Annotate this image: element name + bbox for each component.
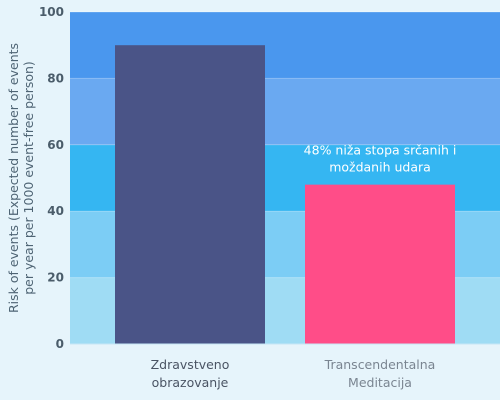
y-tick-label: 0 — [56, 337, 64, 351]
y-tick-label: 20 — [47, 271, 64, 285]
y-tick-label: 60 — [47, 138, 64, 152]
bar-annotation-line: moždanih udara — [329, 160, 431, 175]
x-category-label: Transcendentalna Meditacija — [324, 357, 436, 390]
x-category-label-line: Transcendentalna — [324, 357, 436, 372]
bar-annotation: 48% niža stopa srčanih i moždanih udara — [304, 143, 457, 175]
x-category-label-line: obrazovanje — [152, 375, 229, 390]
y-tick-label: 40 — [47, 204, 64, 218]
bar-2 — [305, 184, 455, 344]
y-tick-label: 80 — [47, 71, 64, 85]
x-category-label-line: Zdravstveno — [151, 357, 230, 372]
y-axis-title-line: per year per 1000 event-free person) — [21, 61, 36, 295]
y-axis-title-line: Risk of events (Expected number of event… — [6, 43, 21, 313]
bar-annotation-line: 48% niža stopa srčanih i — [304, 143, 457, 158]
y-axis-title: Risk of events (Expected number of event… — [6, 43, 36, 313]
x-category-label: Zdravstveno obrazovanje — [151, 357, 230, 390]
y-tick-label: 100 — [39, 5, 64, 19]
bar-1 — [115, 45, 265, 344]
x-category-label-line: Meditacija — [348, 375, 412, 390]
